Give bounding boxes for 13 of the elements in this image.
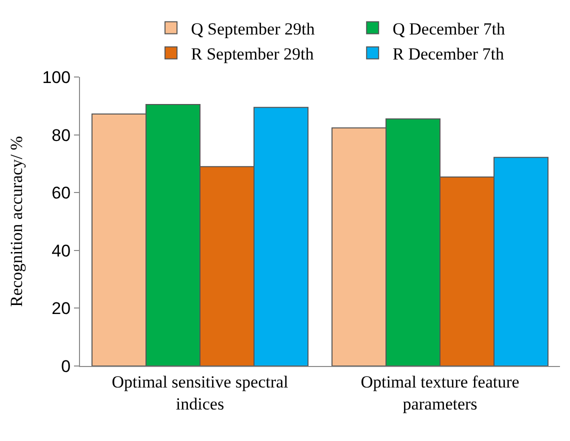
y-tick-label: 40 [52, 241, 71, 260]
legend-label: Q December 7th [392, 19, 506, 38]
y-tick-label: 60 [52, 184, 71, 203]
y-tick-label: 100 [42, 68, 71, 87]
y-axis-title: Recognition accuracy/ % [6, 136, 26, 307]
x-tick-label: Optimal texture feature parameters [360, 372, 520, 414]
x-tick-label: Optimal sensitive spectral indices [112, 372, 289, 414]
legend-label: R December 7th [392, 44, 505, 64]
y-tick-label: 80 [52, 126, 71, 145]
legend-label: Q September 29th [191, 19, 316, 38]
y-tick-label: 0 [61, 356, 71, 376]
y-tick-label: 20 [52, 299, 71, 318]
legend-label: R September 29th [191, 44, 314, 64]
